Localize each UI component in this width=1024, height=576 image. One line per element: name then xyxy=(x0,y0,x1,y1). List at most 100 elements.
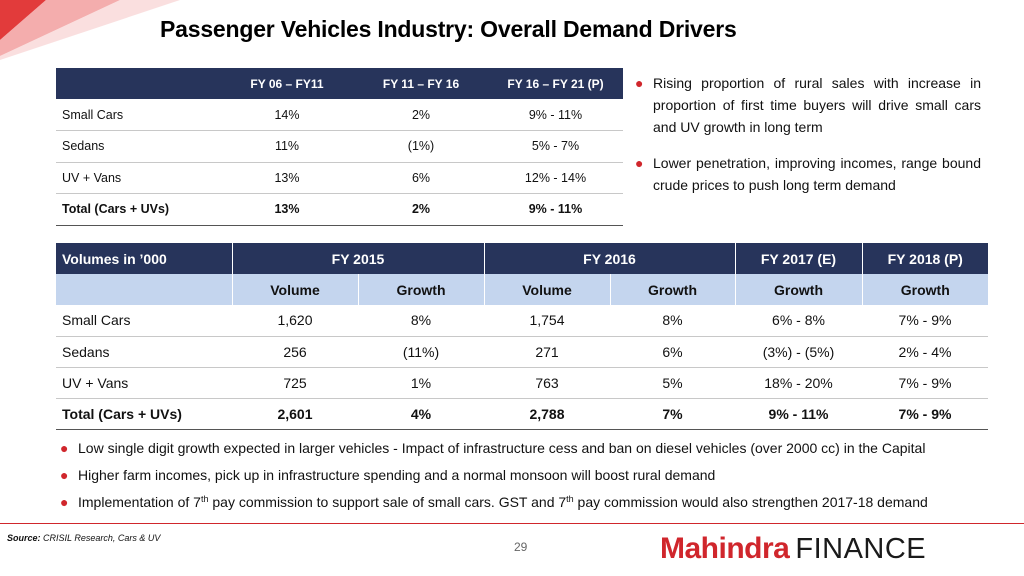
table-cell: 4% xyxy=(358,398,484,430)
bullet-text-part: Implementation of 7 xyxy=(78,494,201,510)
table-cell: 2,601 xyxy=(232,398,358,430)
row-label: Total (Cars + UVs) xyxy=(56,398,232,430)
table-cell: 13% xyxy=(220,162,354,194)
logo-brand: Mahindra xyxy=(660,532,790,565)
table-subheader-cell: Growth xyxy=(861,274,988,305)
table-cell: 256 xyxy=(232,336,358,368)
table-subheader-cell: Volume xyxy=(231,274,358,305)
table-cell: (1%) xyxy=(354,130,488,163)
row-label: Sedans xyxy=(56,336,232,368)
bullet-text: Implementation of 7th pay commission to … xyxy=(78,494,928,510)
row-label: Sedans xyxy=(56,130,220,163)
table-cell: 725 xyxy=(232,367,358,399)
table-header-cell: FY 06 – FY11 xyxy=(220,68,354,99)
table-cell: 2,788 xyxy=(484,398,610,430)
table-subheader-row: Volume Growth Volume Growth Growth Growt… xyxy=(56,274,988,305)
outlook-bullets: ● Low single digit growth expected in la… xyxy=(58,438,988,519)
table-cell: 14% xyxy=(220,99,354,131)
table-header-cell: FY 16 – FY 21 (P) xyxy=(488,68,623,99)
table-cell: 11% xyxy=(220,130,354,163)
table-cell: 2% xyxy=(354,99,488,131)
table-header-row: Volumes in ’000 FY 2015 FY 2016 FY 2017 … xyxy=(56,243,988,274)
table-row: Sedans 256 (11%) 271 6% (3%) - (5%) 2% -… xyxy=(56,336,988,368)
table-cell: 18% - 20% xyxy=(735,367,862,399)
bullet-item: ● Rising proportion of rural sales with … xyxy=(633,72,981,138)
mahindra-finance-logo: Mahindra FINANCE xyxy=(660,532,927,566)
table-cell: 6% xyxy=(354,162,488,194)
bullet-item: ● Implementation of 7th pay commission t… xyxy=(58,492,988,519)
table-cell: 5% xyxy=(610,367,735,399)
table-cell: 12% - 14% xyxy=(488,162,623,194)
table-cell: 9% - 11% xyxy=(735,398,862,430)
table-cell: 7% - 9% xyxy=(862,367,988,399)
table-header-cell: FY 11 – FY 16 xyxy=(354,68,488,99)
table-cell: 9% - 11% xyxy=(488,193,623,226)
table-subheader-cell: Volume xyxy=(483,274,610,305)
table-subheader-cell: Growth xyxy=(357,274,484,305)
table-header-cell: FY 2015 xyxy=(231,243,484,274)
page-title: Passenger Vehicles Industry: Overall Dem… xyxy=(160,16,737,42)
bullet-dot-icon: ● xyxy=(60,467,69,483)
table-cell: (3%) - (5%) xyxy=(735,336,862,368)
row-label: Small Cars xyxy=(56,305,232,337)
bullet-text: Lower penetration, improving incomes, ra… xyxy=(653,155,981,193)
table-cell: 7% xyxy=(610,398,735,430)
table-cell: 7% - 9% xyxy=(862,305,988,337)
table-header-cell: FY 2017 (E) xyxy=(734,243,862,274)
table-subheader-cell xyxy=(56,274,232,305)
bullet-item: ● Higher farm incomes, pick up in infras… xyxy=(58,465,988,492)
bullet-text-part: pay commission to support sale of small … xyxy=(208,494,567,510)
source-label: Source: xyxy=(7,533,41,543)
table-cell: 1,620 xyxy=(232,305,358,337)
table-header-row: FY 06 – FY11 FY 11 – FY 16 FY 16 – FY 21… xyxy=(56,68,623,99)
growth-history-table: FY 06 – FY11 FY 11 – FY 16 FY 16 – FY 21… xyxy=(56,68,623,226)
table-subheader-cell: Growth xyxy=(609,274,735,305)
source-note: Source: CRISIL Research, Cars & UV xyxy=(7,533,160,543)
table-cell: 2% - 4% xyxy=(862,336,988,368)
row-label: Small Cars xyxy=(56,99,220,131)
table-row: Sedans 11% (1%) 5% - 7% xyxy=(56,130,623,163)
bullet-text: Higher farm incomes, pick up in infrastr… xyxy=(78,467,716,483)
table-cell: 6% xyxy=(610,336,735,368)
table-cell: 7% - 9% xyxy=(862,398,988,430)
table-header-cell: Volumes in ’000 xyxy=(56,243,232,274)
table-subheader-cell: Growth xyxy=(734,274,862,305)
table-cell: 2% xyxy=(354,193,488,226)
table-cell: 6% - 8% xyxy=(735,305,862,337)
table-cell: 1% xyxy=(358,367,484,399)
table-row: Small Cars 14% 2% 9% - 11% xyxy=(56,99,623,131)
footer-divider xyxy=(0,523,1024,524)
row-label: UV + Vans xyxy=(56,367,232,399)
table-total-row: Total (Cars + UVs) 13% 2% 9% - 11% xyxy=(56,193,623,226)
bullet-dot-icon: ● xyxy=(635,75,644,91)
table-row: UV + Vans 725 1% 763 5% 18% - 20% 7% - 9… xyxy=(56,367,988,399)
bullet-text: Rising proportion of rural sales with in… xyxy=(653,75,981,135)
table-cell: (11%) xyxy=(358,336,484,368)
volumes-table: Volumes in ’000 FY 2015 FY 2016 FY 2017 … xyxy=(56,243,988,430)
table-row: UV + Vans 13% 6% 12% - 14% xyxy=(56,162,623,194)
corner-stripes-decoration xyxy=(0,0,180,60)
table-cell: 8% xyxy=(610,305,735,337)
bullet-item: ● Low single digit growth expected in la… xyxy=(58,438,988,465)
page-number: 29 xyxy=(514,540,528,554)
superscript: th xyxy=(200,494,209,504)
table-cell: 1,754 xyxy=(484,305,610,337)
bullet-dot-icon: ● xyxy=(60,440,69,456)
table-cell: 9% - 11% xyxy=(488,99,623,131)
table-cell: 763 xyxy=(484,367,610,399)
table-cell: 13% xyxy=(220,193,354,226)
table-total-row: Total (Cars + UVs) 2,601 4% 2,788 7% 9% … xyxy=(56,398,988,430)
source-value: CRISIL Research, Cars & UV xyxy=(43,533,161,543)
table-header-cell: FY 2018 (P) xyxy=(861,243,988,274)
logo-suffix: FINANCE xyxy=(795,533,927,565)
row-label: UV + Vans xyxy=(56,162,220,194)
demand-driver-bullets: ● Rising proportion of rural sales with … xyxy=(633,72,981,196)
table-cell: 271 xyxy=(484,336,610,368)
superscript: th xyxy=(566,494,574,504)
table-header-cell: FY 2016 xyxy=(483,243,735,274)
bullet-text: Low single digit growth expected in larg… xyxy=(78,440,926,456)
table-cell: 8% xyxy=(358,305,484,337)
row-label: Total (Cars + UVs) xyxy=(56,193,220,226)
bullet-dot-icon: ● xyxy=(60,494,69,510)
table-row: Small Cars 1,620 8% 1,754 8% 6% - 8% 7% … xyxy=(56,305,988,337)
